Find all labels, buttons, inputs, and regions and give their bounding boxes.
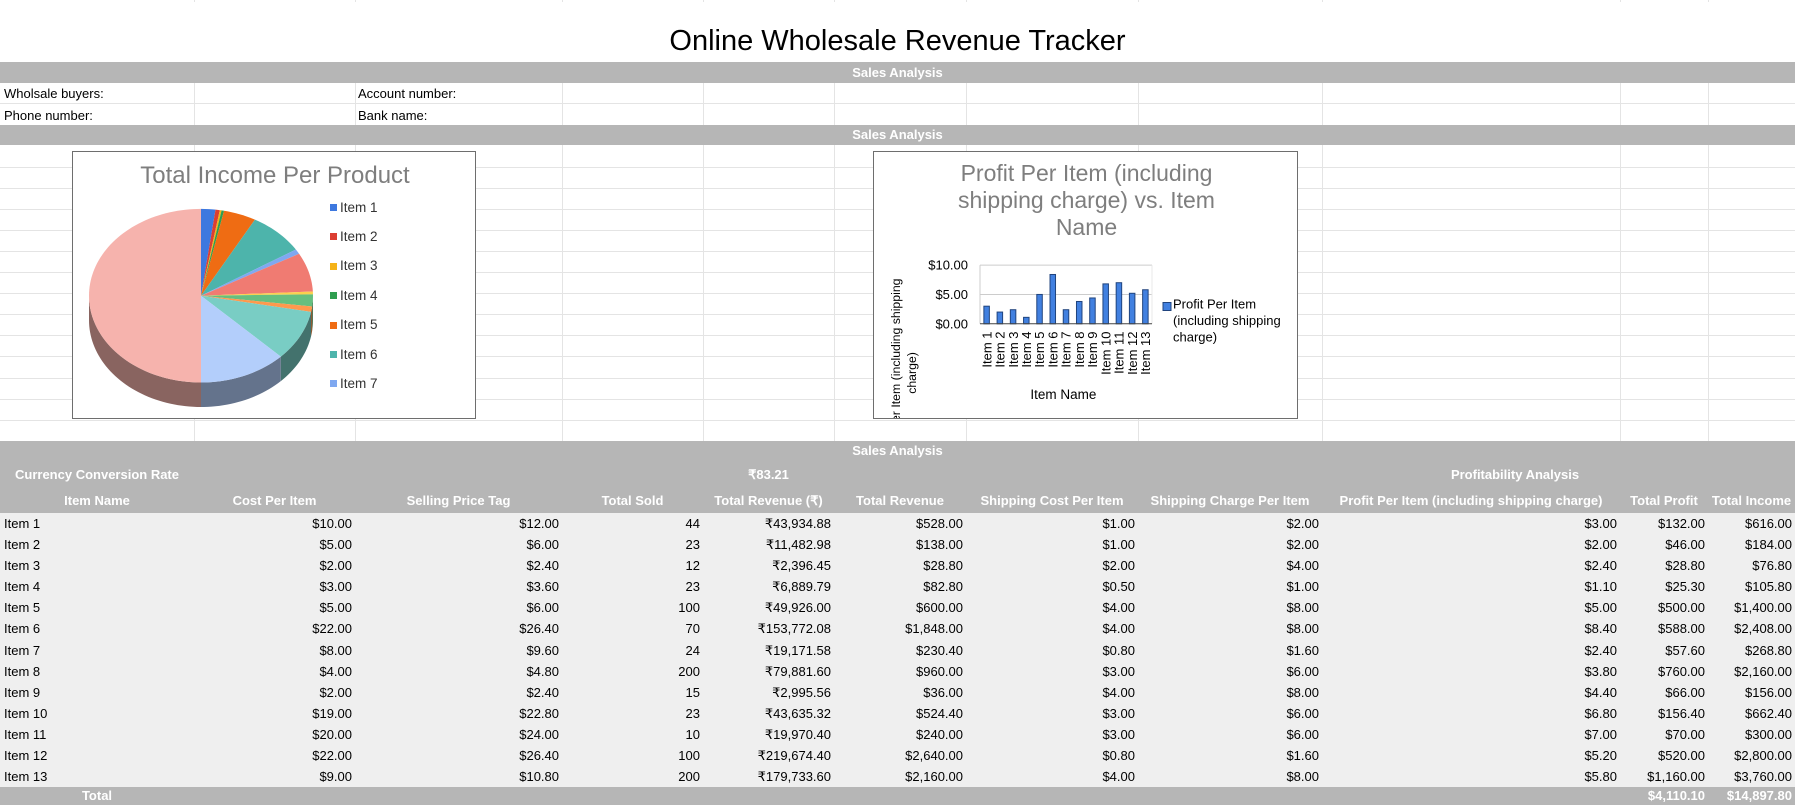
svg-text:Item 2: Item 2 bbox=[993, 332, 1008, 368]
svg-text:Item 1: Item 1 bbox=[979, 332, 994, 368]
svg-text:Item 3: Item 3 bbox=[1006, 332, 1021, 368]
svg-text:charge): charge) bbox=[1173, 330, 1217, 345]
svg-text:$10.00: $10.00 bbox=[928, 258, 968, 273]
svg-text:Item 9: Item 9 bbox=[1085, 332, 1100, 368]
svg-text:$5.00: $5.00 bbox=[935, 287, 968, 302]
svg-text:Item 7: Item 7 bbox=[1059, 332, 1074, 368]
svg-text:Item 12: Item 12 bbox=[1125, 332, 1140, 375]
svg-text:Item 8: Item 8 bbox=[1072, 332, 1087, 368]
svg-text:Profit Per Item: Profit Per Item bbox=[1173, 296, 1256, 311]
svg-text:$0.00: $0.00 bbox=[935, 316, 968, 331]
svg-text:Item 4: Item 4 bbox=[1019, 332, 1034, 368]
svg-text:Item 11: Item 11 bbox=[1112, 332, 1127, 374]
svg-text:Item 6: Item 6 bbox=[1045, 332, 1060, 368]
svg-text:charge): charge) bbox=[905, 352, 919, 394]
svg-text:Item 13: Item 13 bbox=[1138, 332, 1153, 375]
svg-text:Item Name: Item Name bbox=[1030, 387, 1096, 402]
svg-text:Item 10: Item 10 bbox=[1098, 332, 1113, 375]
svg-text:(including shipping: (including shipping bbox=[1173, 313, 1281, 328]
svg-text:Profit Per Item (including shi: Profit Per Item (including shipping bbox=[889, 278, 903, 419]
svg-text:Item 5: Item 5 bbox=[1032, 332, 1047, 368]
